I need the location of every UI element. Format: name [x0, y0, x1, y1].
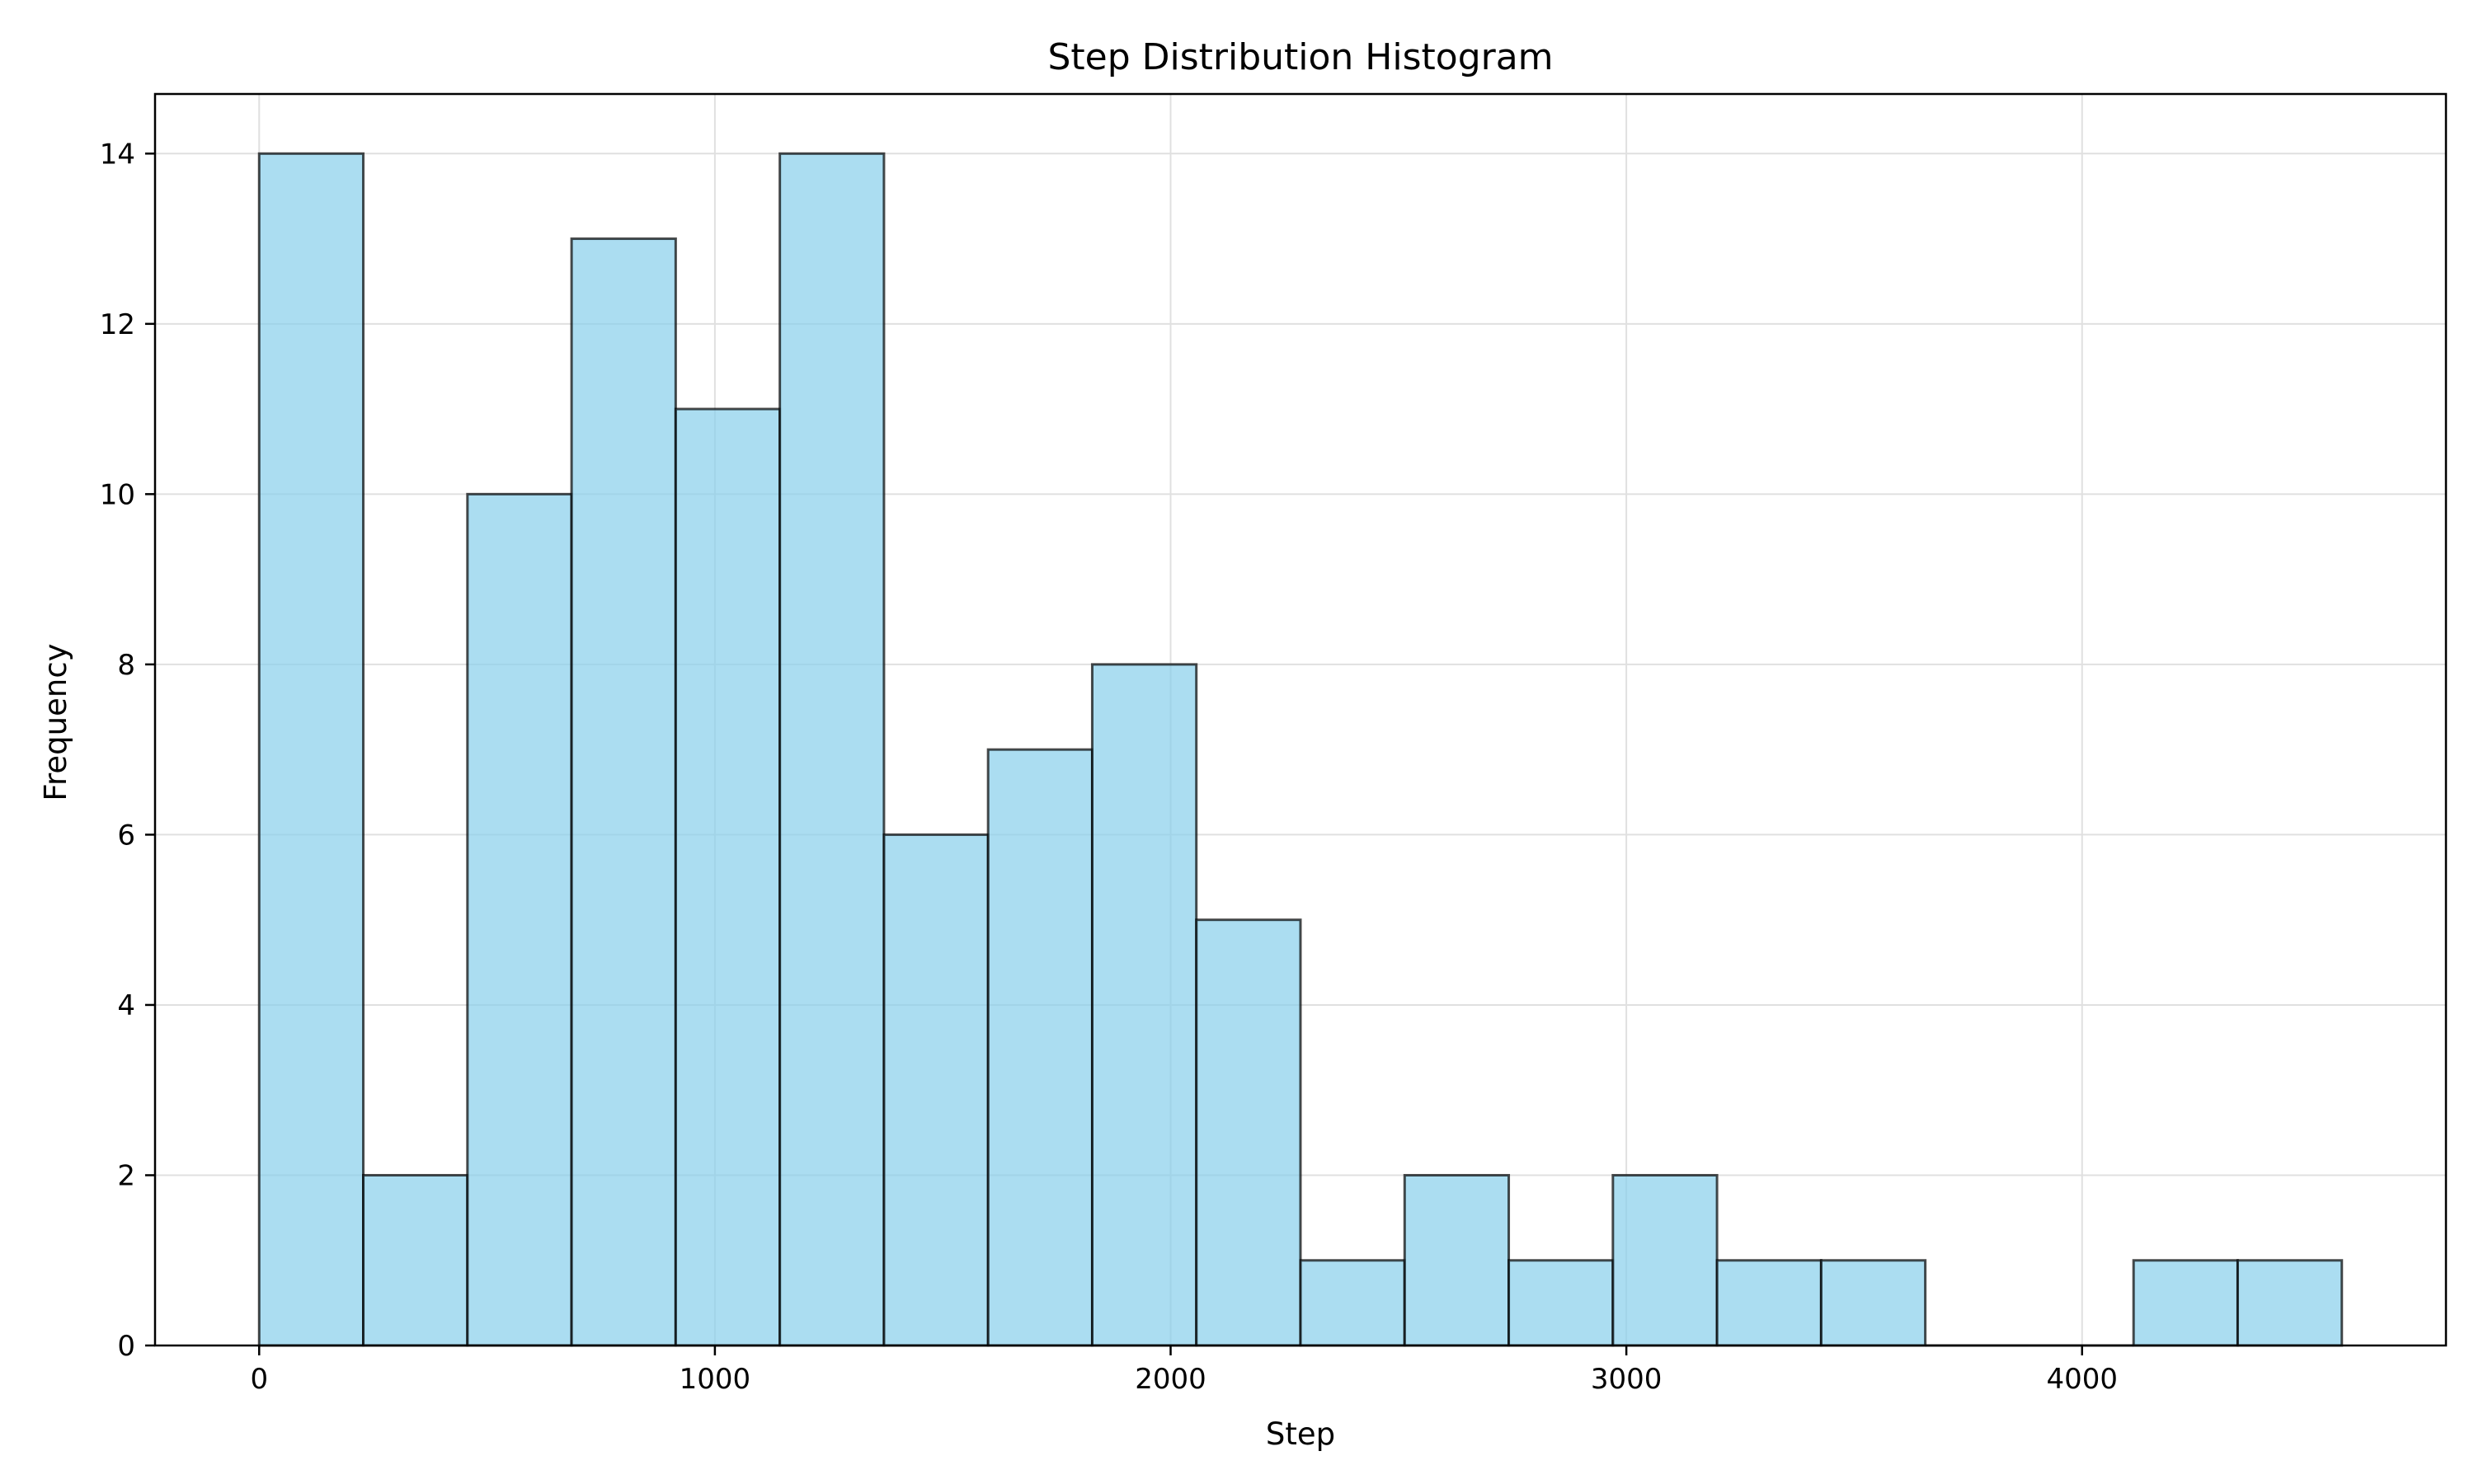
y-tick-label: 4: [117, 989, 135, 1022]
histogram-bar: [780, 153, 884, 1345]
histogram-bar: [1509, 1261, 1613, 1345]
y-tick-label: 12: [100, 308, 135, 341]
x-axis-title: Step: [1266, 1416, 1335, 1452]
y-axis-title: Frequency: [38, 643, 73, 801]
histogram-bar: [988, 749, 1092, 1345]
histogram-bar: [1300, 1261, 1404, 1345]
y-tick-label: 14: [100, 138, 135, 171]
x-tick-label: 0: [250, 1363, 268, 1396]
x-tick-label: 3000: [1591, 1363, 1663, 1396]
y-tick-label: 6: [117, 819, 135, 852]
histogram-bar: [571, 239, 675, 1345]
y-tick-label: 2: [117, 1159, 135, 1192]
x-tick-label: 1000: [680, 1363, 751, 1396]
y-tick-label: 10: [100, 478, 135, 511]
histogram-bar: [2133, 1261, 2237, 1345]
histogram-bar: [259, 153, 363, 1345]
histogram-bar: [1613, 1175, 1717, 1345]
histogram-bar: [1821, 1261, 1925, 1345]
histogram-bar: [1717, 1261, 1821, 1345]
histogram-bar: [1404, 1175, 1508, 1345]
x-tick-label: 4000: [2046, 1363, 2118, 1396]
histogram-bar: [364, 1175, 468, 1345]
histogram-bar: [1092, 665, 1196, 1345]
histogram-bar: [2237, 1261, 2341, 1345]
histogram-bar: [1197, 920, 1300, 1345]
histogram-bar: [884, 834, 988, 1345]
histogram-bar: [675, 409, 779, 1345]
chart-title: Step Distribution Histogram: [1047, 36, 1553, 78]
x-tick-label: 2000: [1135, 1363, 1206, 1396]
y-tick-label: 0: [117, 1330, 135, 1363]
histogram-bar: [468, 494, 571, 1345]
y-tick-label: 8: [117, 649, 135, 682]
